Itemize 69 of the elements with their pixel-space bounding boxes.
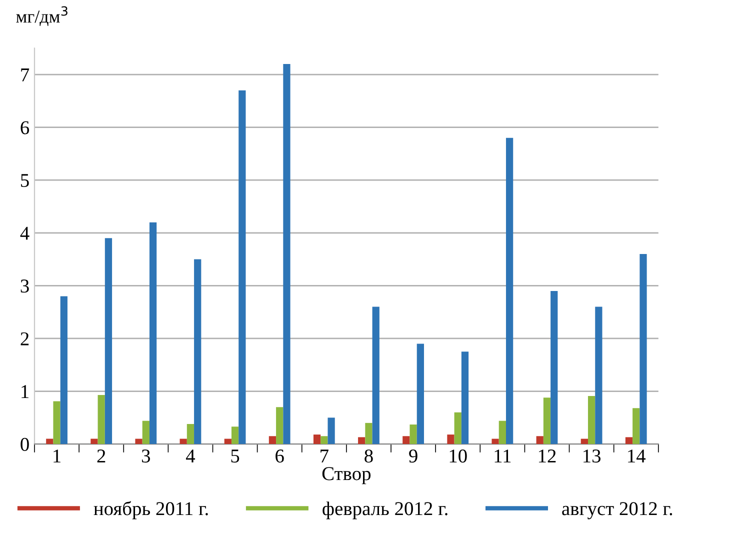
x-tick-label: 2 bbox=[97, 450, 106, 462]
bar bbox=[402, 436, 410, 444]
y-tick-label: 1 bbox=[22, 385, 28, 398]
x-tick-label: 12 bbox=[538, 450, 556, 462]
bar bbox=[454, 412, 462, 444]
y-tick-label: 2 bbox=[20, 332, 29, 346]
x-tick-label: 5 bbox=[231, 450, 240, 463]
bar bbox=[580, 438, 588, 444]
bar bbox=[231, 426, 239, 444]
bar bbox=[194, 259, 202, 444]
bar bbox=[186, 424, 194, 444]
bar bbox=[632, 408, 640, 444]
bar bbox=[461, 352, 469, 444]
x-axis-title: Створ bbox=[322, 467, 371, 484]
y-tick-label: 7 bbox=[21, 68, 30, 82]
x-tick-label: 3 bbox=[142, 450, 150, 463]
bar bbox=[536, 436, 544, 444]
bar bbox=[506, 138, 514, 444]
legend-label: август 2012 г. bbox=[562, 502, 672, 520]
bar bbox=[98, 394, 105, 444]
bar bbox=[268, 436, 276, 444]
x-tick-label: 6 bbox=[276, 450, 284, 463]
bar bbox=[53, 401, 60, 444]
bar bbox=[313, 434, 321, 444]
y-tick-label: 4 bbox=[20, 226, 30, 240]
y-tick-label: 6 bbox=[20, 121, 30, 134]
bar bbox=[90, 438, 98, 444]
x-tick-label: 11 bbox=[494, 450, 511, 462]
bar bbox=[372, 306, 380, 444]
bar bbox=[492, 438, 499, 444]
bar bbox=[365, 422, 372, 444]
bar bbox=[180, 438, 187, 444]
bar bbox=[447, 434, 454, 444]
x-tick-label: 13 bbox=[584, 450, 601, 463]
y-axis-title: мг/дм$^{3}$ bbox=[16, 6, 68, 26]
bar bbox=[320, 436, 328, 444]
bar bbox=[625, 437, 633, 444]
bar bbox=[543, 398, 551, 444]
x-tick-label: 1 bbox=[54, 450, 60, 462]
bar bbox=[410, 424, 417, 444]
x-tick-label: 4 bbox=[186, 450, 196, 462]
bar bbox=[595, 306, 602, 444]
bar bbox=[328, 418, 335, 444]
bar bbox=[149, 222, 157, 444]
y-tick-label: 0 bbox=[20, 438, 29, 451]
bar bbox=[46, 438, 54, 444]
bar bbox=[550, 290, 558, 444]
x-tick-label: 9 bbox=[409, 450, 418, 463]
bar bbox=[238, 90, 246, 444]
legend-label: ноябрь 2011 г. bbox=[94, 501, 208, 520]
bar bbox=[104, 238, 112, 444]
bar bbox=[142, 420, 150, 444]
bar bbox=[60, 296, 68, 444]
bar bbox=[283, 64, 290, 444]
y-tick-label: 5 bbox=[21, 174, 29, 188]
x-tick-label: 14 bbox=[628, 450, 646, 462]
x-tick-label: 10 bbox=[450, 449, 467, 463]
bar bbox=[224, 438, 232, 444]
x-tick-label: 8 bbox=[364, 449, 373, 463]
bar bbox=[276, 407, 284, 444]
bar bbox=[416, 344, 424, 444]
bar bbox=[358, 437, 366, 444]
x-tick-label: 7 bbox=[320, 450, 328, 462]
y-tick-label: 3 bbox=[20, 280, 29, 293]
bar bbox=[135, 438, 142, 444]
bar bbox=[498, 420, 506, 444]
legend-label: февраль 2012 г. bbox=[322, 502, 448, 520]
bar bbox=[640, 254, 647, 444]
bar bbox=[588, 396, 596, 444]
